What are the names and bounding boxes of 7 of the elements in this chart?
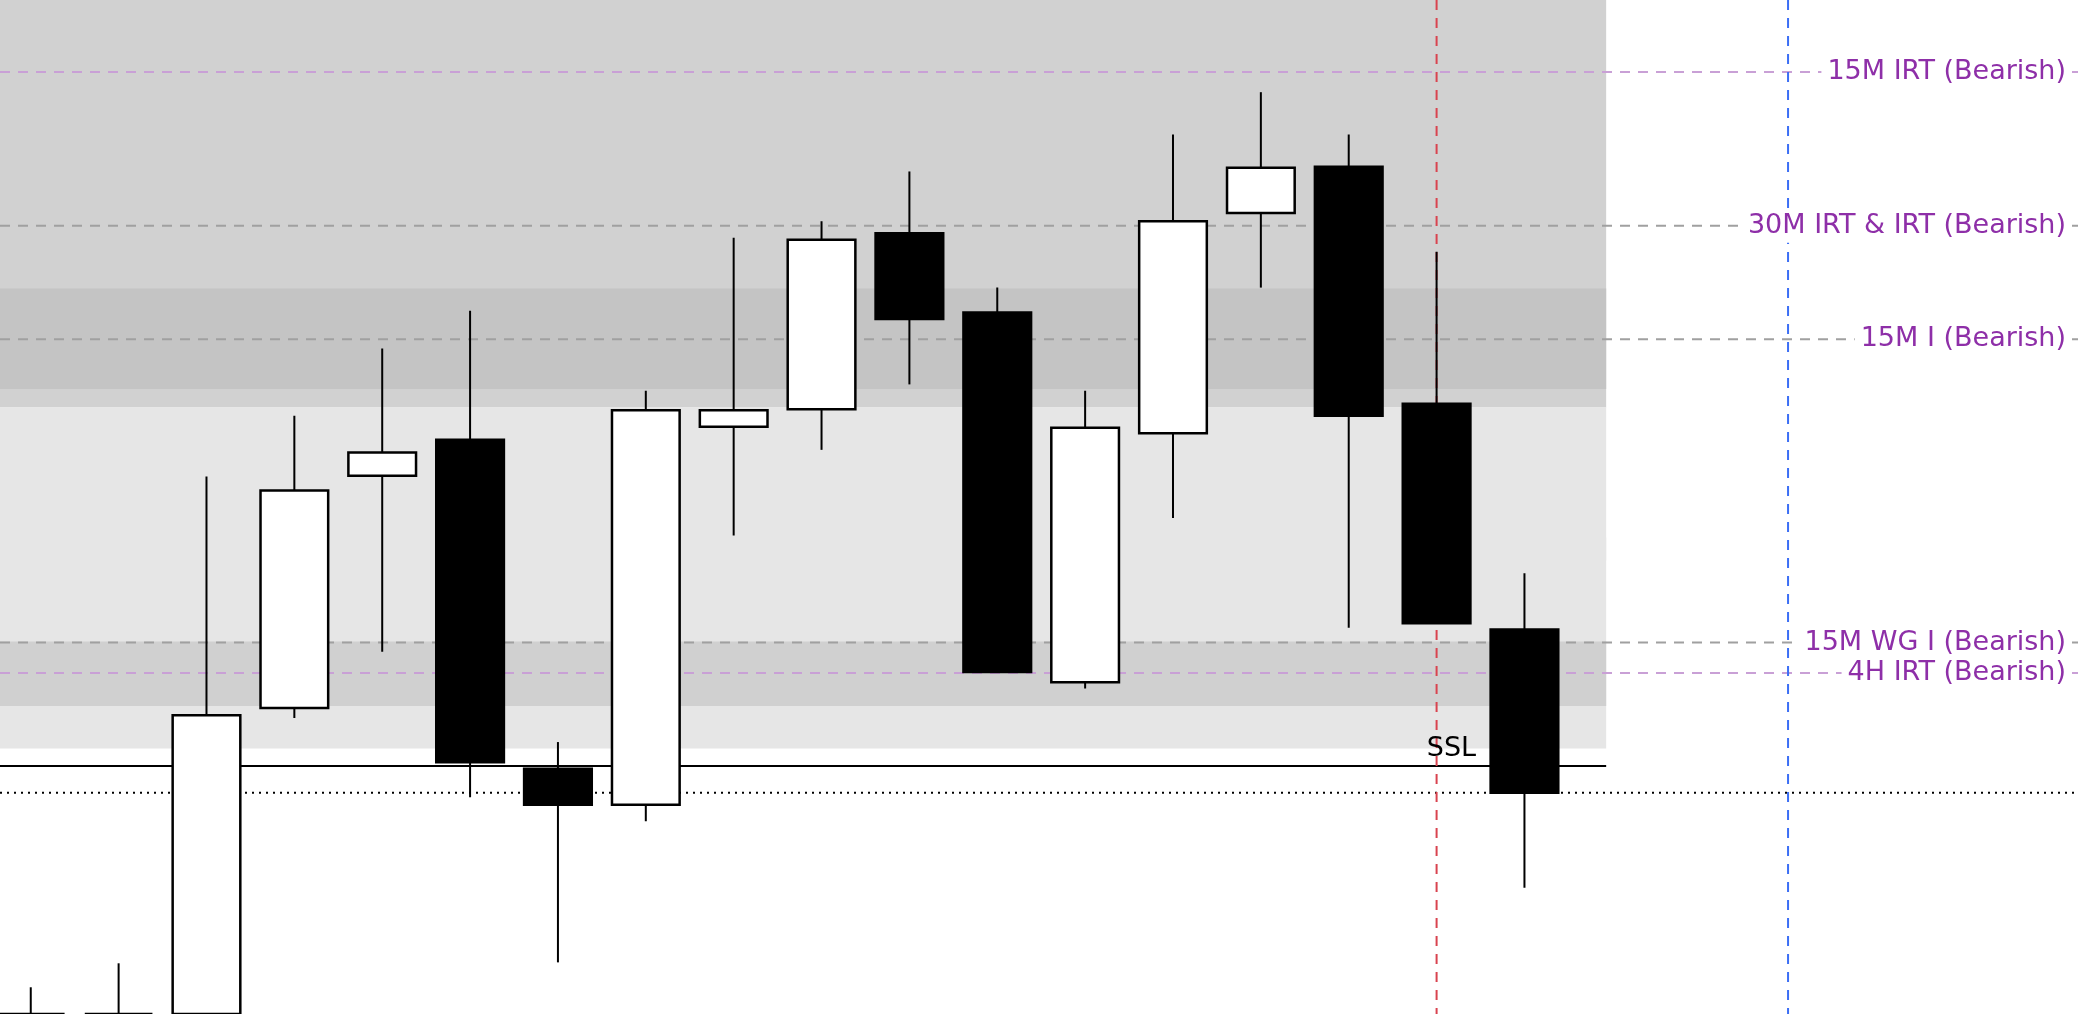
ref-line-label: 15M IRT (Bearish) xyxy=(1827,53,2066,85)
candlestick xyxy=(83,962,154,1014)
ref-line-label: 4H IRT (Bearish) xyxy=(1847,654,2066,686)
ref-line-label: 15M I (Bearish) xyxy=(1860,321,2066,353)
ref-line-label: 15M WG I (Bearish) xyxy=(1804,624,2066,656)
ref-line-label: SSL xyxy=(1426,730,1477,762)
ref-line-label: 30M IRT & IRT (Bearish) xyxy=(1747,207,2066,239)
